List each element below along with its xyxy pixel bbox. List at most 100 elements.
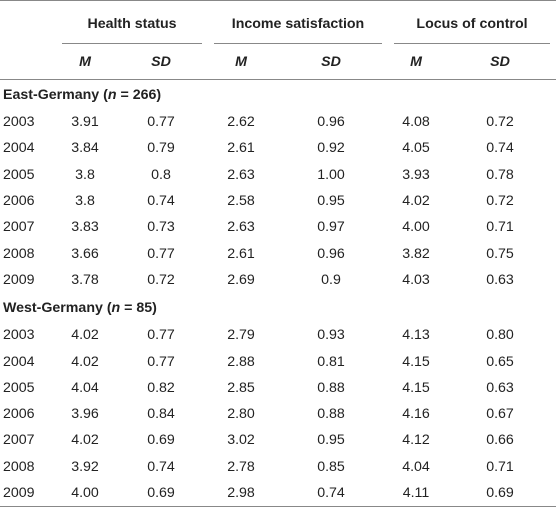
- value-cell: 0.93: [317, 327, 345, 344]
- year-cell: 2003: [3, 327, 35, 344]
- value-cell: 0.69: [114, 479, 208, 508]
- value-cell: 0.74: [486, 140, 514, 157]
- section-title-suffix: = 85): [120, 299, 157, 316]
- value-cell: 0.72: [486, 193, 514, 210]
- table-row: 2009 3.78 0.72 2.69 0.9 4.03 0.63: [0, 267, 556, 293]
- section-title-prefix: East-Germany (: [3, 86, 108, 103]
- value-cell: 0.75: [486, 245, 514, 262]
- value-cell: 4.02: [71, 432, 99, 449]
- table-row: 2003 3.91 0.77 2.62 0.96 4.08 0.72: [0, 109, 556, 135]
- value-cell: 3.84: [71, 140, 99, 157]
- sub-header-m: M: [410, 53, 422, 70]
- table-row: 2007 4.02 0.69 3.02 0.95 4.12 0.66: [0, 427, 556, 453]
- value-cell: 2.98: [208, 479, 274, 508]
- value-cell: 2.88: [227, 353, 255, 370]
- value-cell: 3.78: [71, 271, 99, 288]
- value-cell: 0.71: [486, 219, 514, 236]
- year-cell: 2008: [3, 458, 35, 475]
- value-cell: 0.77: [147, 245, 175, 262]
- value-cell: 4.13: [402, 327, 430, 344]
- value-cell: 0.79: [147, 140, 175, 157]
- year-cell: 2004: [3, 353, 35, 370]
- value-cell: 3.92: [71, 458, 99, 475]
- section-title: West-Germany (n = 85): [0, 293, 556, 322]
- value-cell: 4.00: [402, 219, 430, 236]
- sub-header-m: M: [79, 53, 91, 70]
- value-cell: 2.61: [227, 245, 255, 262]
- value-cell: 4.15: [402, 379, 430, 396]
- value-cell: 4.15: [402, 353, 430, 370]
- value-cell: 3.96: [71, 406, 99, 423]
- year-cell: 2005: [3, 166, 35, 183]
- value-cell: 0.95: [317, 193, 345, 210]
- value-cell: 3.82: [402, 245, 430, 262]
- value-cell: 0.69: [444, 479, 556, 508]
- value-cell: 2.58: [227, 193, 255, 210]
- table-row: 2005 4.04 0.82 2.85 0.88 4.15 0.63: [0, 375, 556, 401]
- value-cell: 0.85: [317, 458, 345, 475]
- value-cell: 2.85: [227, 379, 255, 396]
- section-title-prefix: West-Germany (: [3, 299, 112, 316]
- value-cell: 0.74: [274, 479, 388, 508]
- value-cell: 2.78: [227, 458, 255, 475]
- value-cell: 0.72: [486, 114, 514, 131]
- value-cell: 3.91: [71, 114, 99, 131]
- descriptive-statistics-table: Health status Income satisfaction Locus …: [0, 0, 556, 508]
- sub-header-sd: SD: [490, 53, 510, 70]
- table-row: 2006 3.96 0.84 2.80 0.88 4.16 0.67: [0, 401, 556, 427]
- group-header-health-status: Health status: [56, 5, 208, 43]
- value-cell: 0.63: [486, 379, 514, 396]
- year-cell: 2005: [3, 379, 35, 396]
- table-row: 2008 3.66 0.77 2.61 0.96 3.82 0.75: [0, 240, 556, 266]
- value-cell: 2.61: [227, 140, 255, 157]
- value-cell: 2.62: [227, 114, 255, 131]
- value-cell: 4.11: [388, 479, 444, 508]
- value-cell: 0.8: [151, 166, 171, 183]
- top-rule: [0, 0, 556, 5]
- value-cell: 4.04: [71, 379, 99, 396]
- table-row: 2005 3.8 0.8 2.63 1.00 3.93 0.78: [0, 162, 556, 188]
- value-cell: 0.96: [317, 245, 345, 262]
- value-cell: 4.05: [402, 140, 430, 157]
- group-label: Locus of control: [416, 16, 528, 32]
- sample-size-label: n: [111, 299, 121, 316]
- section-header-row: East-Germany (n = 266): [0, 80, 556, 110]
- value-cell: 3.83: [71, 219, 99, 236]
- sub-header-sd: SD: [321, 53, 341, 70]
- value-cell: 0.97: [317, 219, 345, 236]
- year-cell: 2007: [3, 219, 35, 236]
- table-row: 2004 3.84 0.79 2.61 0.92 4.05 0.74: [0, 135, 556, 161]
- value-cell: 0.78: [486, 166, 514, 183]
- value-cell: 0.71: [486, 458, 514, 475]
- value-cell: 4.16: [402, 406, 430, 423]
- value-cell: 0.9: [321, 271, 341, 288]
- value-cell: 4.03: [402, 271, 430, 288]
- year-cell: 2003: [3, 114, 35, 131]
- section-header-row: West-Germany (n = 85): [0, 293, 556, 322]
- year-cell: 2008: [3, 245, 35, 262]
- value-cell: 0.95: [317, 432, 345, 449]
- group-underline: [214, 43, 382, 44]
- value-cell: 4.02: [71, 327, 99, 344]
- value-cell: 0.96: [317, 114, 345, 131]
- value-cell: 3.02: [227, 432, 255, 449]
- table-row: 2004 4.02 0.77 2.88 0.81 4.15 0.65: [0, 348, 556, 374]
- header-corner: [0, 5, 56, 43]
- value-cell: 0.69: [147, 432, 175, 449]
- year-cell: 2004: [3, 140, 35, 157]
- value-cell: 0.63: [486, 271, 514, 288]
- value-cell: 0.77: [147, 327, 175, 344]
- value-cell: 2.63: [227, 219, 255, 236]
- value-cell: 0.82: [147, 379, 175, 396]
- value-cell: 4.12: [402, 432, 430, 449]
- value-cell: 2.79: [227, 327, 255, 344]
- section-title-suffix: = 266): [116, 86, 162, 103]
- group-header-locus-of-control: Locus of control: [388, 5, 556, 43]
- table-row: 2003 4.02 0.77 2.79 0.93 4.13 0.80: [0, 322, 556, 348]
- group-header-income-satisfaction: Income satisfaction: [208, 5, 388, 43]
- sub-header-m: M: [235, 53, 247, 70]
- value-cell: 4.02: [402, 193, 430, 210]
- value-cell: 3.93: [402, 166, 430, 183]
- year-cell: 2009: [3, 271, 35, 288]
- value-cell: 0.84: [147, 406, 175, 423]
